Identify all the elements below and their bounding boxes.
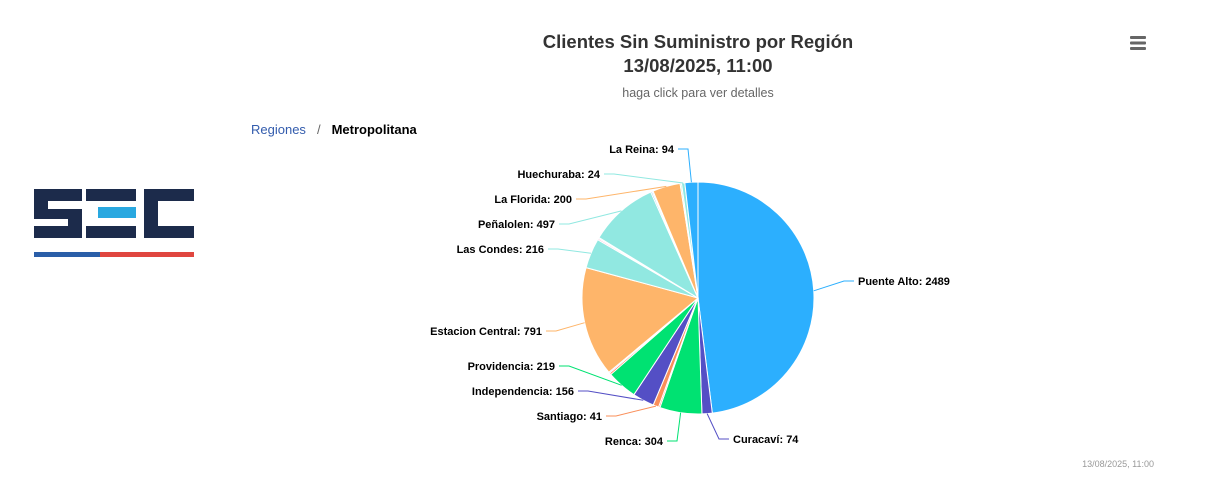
data-label-la-reina: La Reina: 94: [609, 144, 675, 156]
connector-la-reina: [678, 148, 692, 183]
connector-curacavi: [706, 413, 729, 440]
pie-slice-puente-alto[interactable]: [697, 181, 815, 414]
chart-header: Clientes Sin Suministro por Región 13/08…: [348, 30, 1048, 100]
sec-logo: [34, 186, 196, 262]
connector-penalolen: [559, 210, 622, 225]
data-label-curacavi: Curacaví: 74: [733, 434, 799, 446]
connector-independencia: [578, 390, 644, 401]
breadcrumb-current: Metropolitana: [331, 122, 417, 137]
data-label-providencia: Providencia: 219: [468, 361, 555, 373]
data-label-renca: Renca: 304: [605, 436, 664, 448]
connector-huechuraba: [604, 173, 684, 184]
data-label-puente-alto: Puente Alto: 2489: [858, 276, 950, 288]
chart-subtitle: haga click para ver detalles: [622, 86, 774, 100]
data-label-penalolen: Peñalolen: 497: [478, 219, 555, 231]
hamburger-menu-icon[interactable]: [1126, 32, 1150, 54]
connector-renca: [667, 412, 682, 442]
pie-slice-estacion-central[interactable]: [581, 267, 700, 373]
data-label-huechuraba: Huechuraba: 24: [517, 169, 600, 181]
data-label-santiago: Santiago: 41: [537, 411, 602, 423]
sec-logo-graphic: [34, 189, 194, 257]
chart-title: Clientes Sin Suministro por Región 13/08…: [348, 30, 1048, 78]
pie-slice-la-reina[interactable]: [684, 181, 699, 299]
chart-title-line1: Clientes Sin Suministro por Región: [542, 31, 854, 52]
data-label-la-florida: La Florida: 200: [494, 194, 572, 206]
breadcrumb-regiones-link[interactable]: Regiones: [251, 122, 306, 137]
breadcrumb-separator: /: [316, 122, 321, 137]
data-label-estacion-central: Estacion Central: 791: [430, 326, 542, 338]
data-label-independencia: Independencia: 156: [472, 386, 574, 398]
connector-las-condes: [548, 248, 592, 254]
connector-puente-alto: [813, 280, 854, 292]
data-label-las-condes: Las Condes: 216: [457, 244, 544, 256]
chart-title-line2: 13/08/2025, 11:00: [623, 55, 773, 76]
connector-estacion-central: [546, 322, 585, 332]
connector-providencia: [559, 365, 622, 386]
breadcrumb: Regiones / Metropolitana: [251, 122, 417, 137]
timestamp-credit: 13/08/2025, 11:00: [1082, 459, 1154, 469]
connector-la-florida: [576, 185, 667, 200]
connector-santiago: [606, 405, 656, 417]
